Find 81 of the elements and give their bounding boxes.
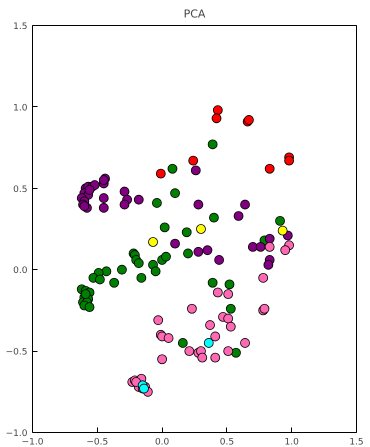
point	[80, 289, 91, 300]
point	[202, 245, 212, 256]
point	[240, 338, 250, 348]
point	[150, 266, 161, 276]
point	[187, 304, 197, 314]
point	[212, 288, 223, 298]
point	[210, 352, 220, 363]
point	[280, 245, 290, 256]
y-tick-label: −0.5	[6, 348, 28, 358]
point	[205, 320, 215, 330]
point	[153, 315, 164, 326]
point	[148, 237, 158, 247]
point	[284, 156, 294, 166]
point	[160, 222, 170, 232]
point	[196, 224, 206, 234]
point	[223, 314, 234, 324]
point	[136, 272, 146, 283]
point	[170, 238, 180, 249]
point	[168, 164, 178, 174]
point	[214, 255, 224, 265]
point	[156, 168, 166, 179]
x-tick-label: 0.5	[220, 438, 234, 447]
point	[182, 227, 192, 238]
point	[224, 279, 234, 290]
point	[223, 289, 234, 300]
y-tick-label: 1.5	[13, 22, 28, 32]
point	[209, 212, 219, 222]
point	[278, 226, 288, 236]
point	[193, 246, 204, 257]
point	[212, 105, 223, 116]
point	[170, 188, 180, 198]
point	[184, 346, 194, 356]
point	[109, 278, 120, 288]
x-tick-label: 1.5	[349, 438, 364, 447]
point	[120, 186, 130, 196]
point	[157, 354, 167, 364]
point	[193, 200, 204, 210]
y-tick-label: −1.0	[6, 429, 28, 439]
point	[264, 234, 275, 244]
point	[94, 274, 105, 284]
y-tick-label: 1.0	[13, 103, 28, 114]
x-tick-label: −0.5	[86, 438, 108, 447]
point	[263, 260, 274, 270]
chart-title: PCA	[184, 8, 206, 20]
point	[178, 338, 188, 348]
point	[204, 338, 214, 348]
point	[234, 211, 244, 221]
point	[120, 200, 130, 210]
point	[188, 156, 198, 166]
point	[226, 304, 236, 314]
point	[84, 185, 94, 195]
point	[264, 164, 275, 174]
point	[183, 248, 193, 258]
point	[197, 352, 208, 363]
point	[152, 198, 162, 208]
point	[231, 348, 241, 358]
point	[264, 242, 275, 252]
y-tick-label: 0.0	[13, 266, 28, 276]
point	[117, 264, 127, 275]
x-tick-label: 0.0	[154, 438, 170, 447]
point	[212, 113, 222, 124]
point	[134, 194, 144, 205]
point	[84, 302, 94, 312]
point	[190, 166, 201, 176]
x-tick-label: 1.0	[284, 438, 300, 447]
point	[134, 258, 144, 268]
point	[98, 202, 109, 213]
x-tick-label: −1.0	[22, 438, 44, 447]
point	[210, 332, 220, 342]
point	[223, 346, 234, 356]
point	[258, 272, 268, 283]
point	[208, 278, 218, 288]
point	[275, 216, 285, 226]
point	[164, 333, 174, 343]
point	[240, 200, 250, 210]
point	[226, 322, 236, 332]
y-tick-label: 0.5	[13, 184, 28, 195]
point	[256, 242, 266, 252]
point	[98, 193, 109, 203]
point	[161, 252, 171, 262]
point	[208, 139, 218, 150]
